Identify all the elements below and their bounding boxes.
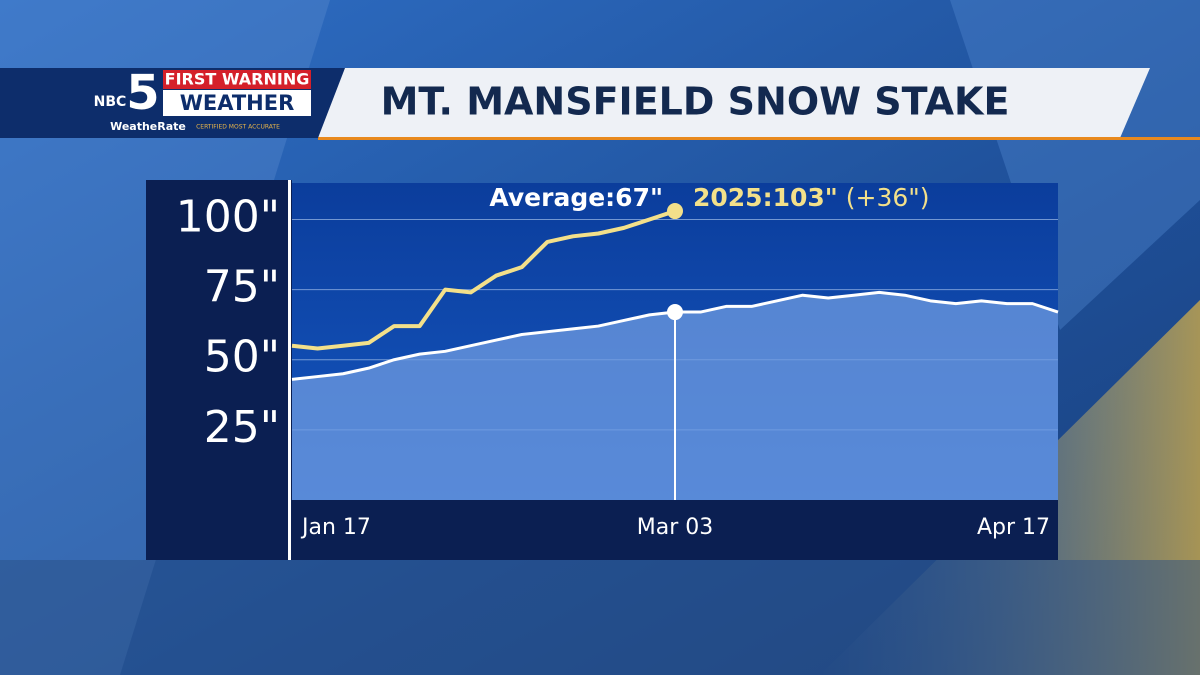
x-tick-label: Mar 03	[637, 515, 714, 540]
brand-top: FIRST WARNING	[165, 70, 310, 89]
badge: WeatheRate	[110, 120, 186, 133]
badge-note: CERTIFIED MOST ACCURATE	[196, 124, 280, 131]
network: NBC	[94, 94, 127, 110]
y-tick-label: 25"	[204, 402, 280, 453]
y-axis-line	[288, 180, 291, 560]
x-tick-label: Jan 17	[300, 515, 371, 540]
title-underline	[318, 137, 1200, 140]
average-dot	[667, 304, 683, 321]
trees	[0, 560, 1200, 675]
y-tick-label: 75"	[204, 262, 280, 313]
annotation: (+36")	[846, 183, 930, 212]
y-axis-panel	[146, 180, 292, 560]
y-tick-label: 50"	[204, 332, 280, 383]
brand-top-bg	[163, 70, 311, 89]
chart-title: MT. MANSFIELD SNOW STAKE	[381, 80, 1010, 124]
x-tick-label: Apr 17	[977, 515, 1050, 540]
y-tick-label: 100"	[176, 191, 280, 242]
title-bar	[318, 68, 1150, 138]
current-dot	[667, 203, 683, 220]
annotation: 2025:103"	[693, 183, 838, 212]
annotation: Average:67"	[489, 183, 663, 212]
brand-bottom-bg	[163, 90, 311, 116]
series-line	[291, 209, 676, 351]
brand-bottom: WEATHER	[180, 91, 295, 115]
channel: 5	[126, 65, 159, 121]
x-axis-panel	[292, 500, 1058, 560]
